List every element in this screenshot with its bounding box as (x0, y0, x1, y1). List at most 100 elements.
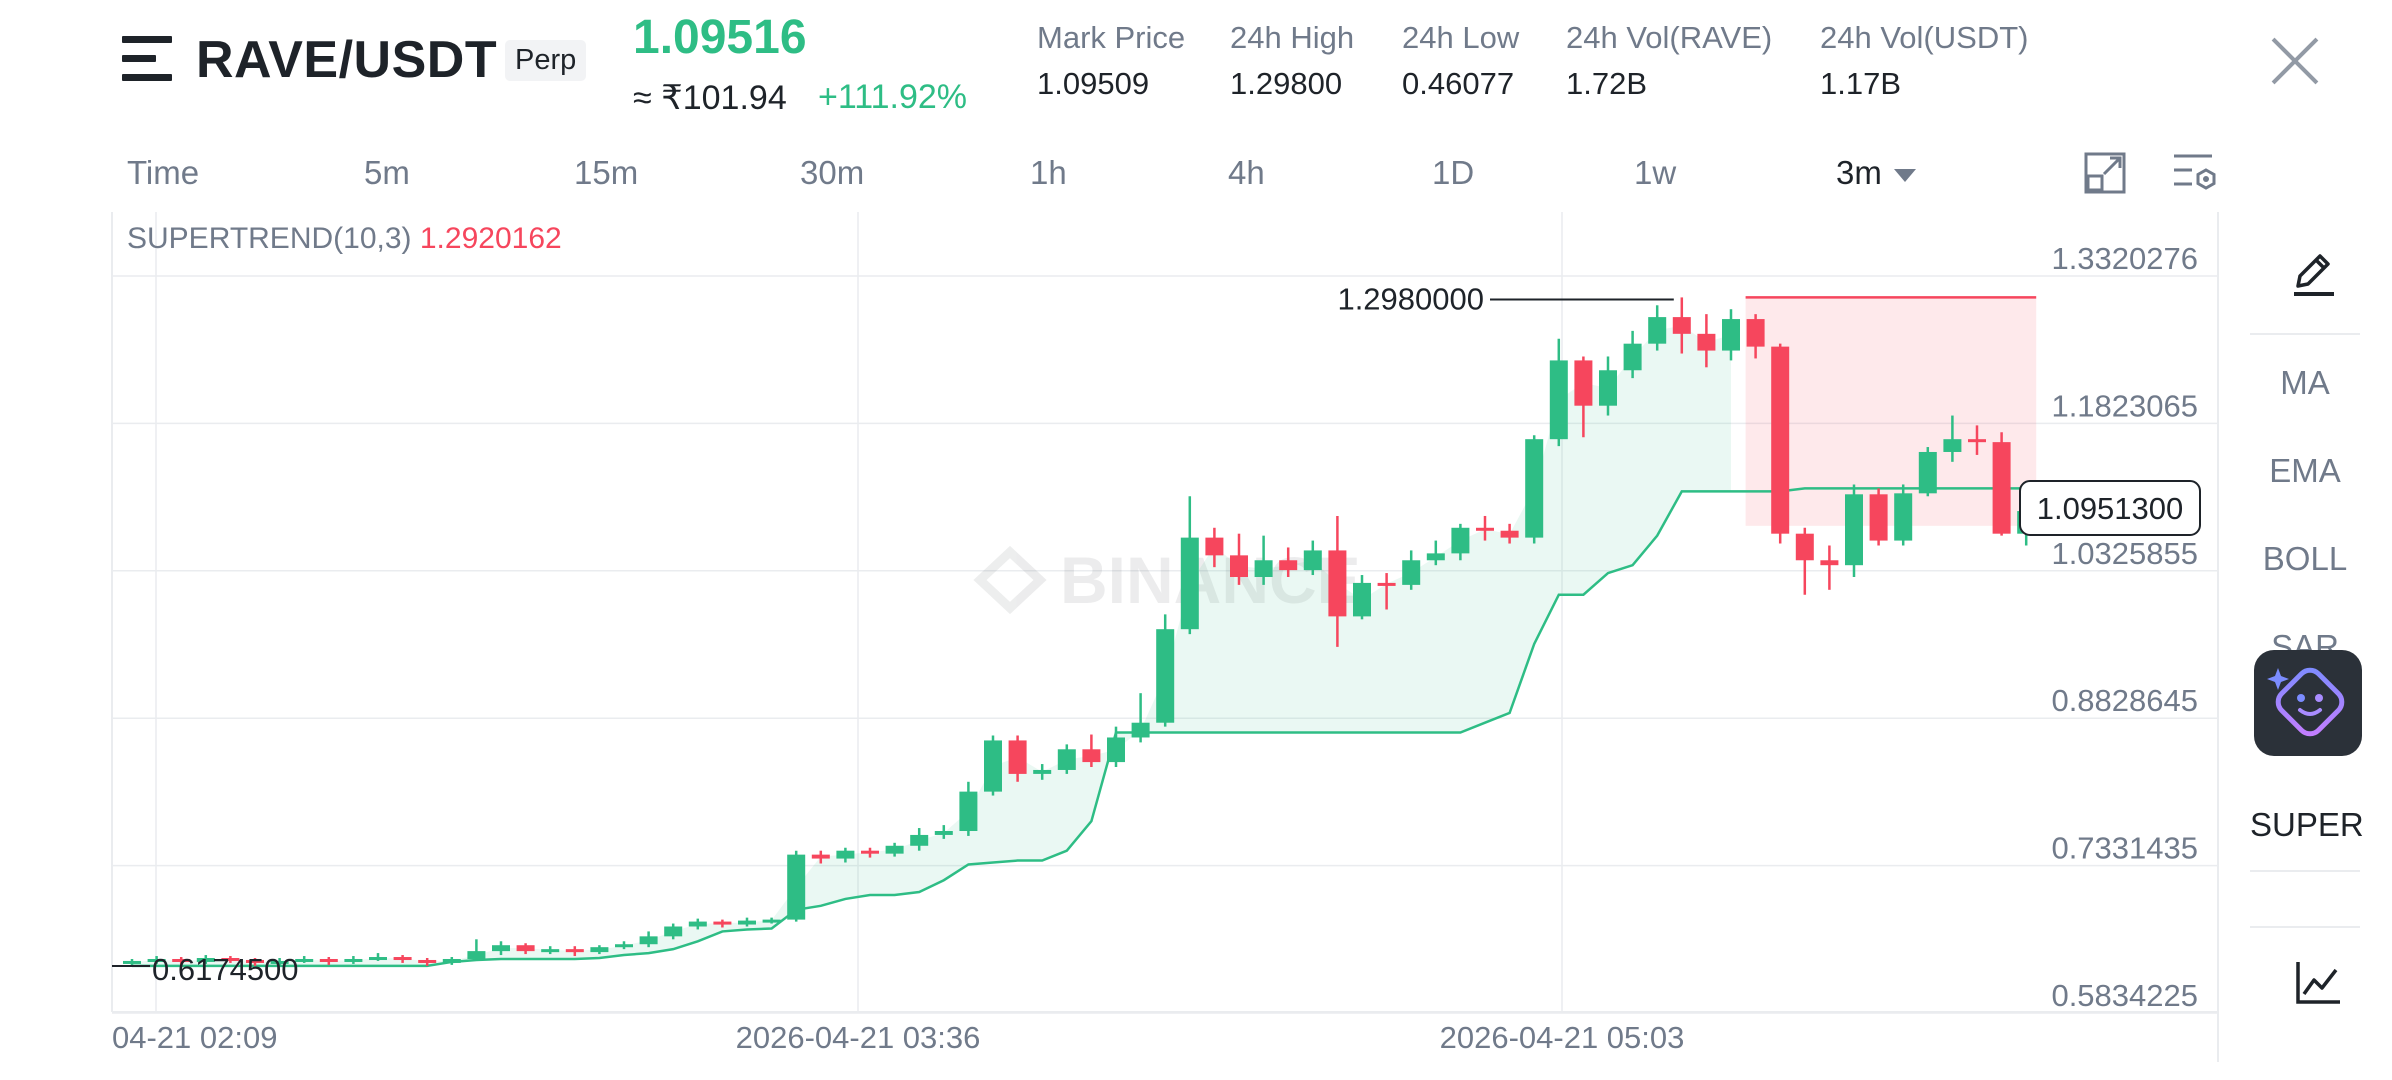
candle (1722, 309, 1740, 361)
current-price-box (2019, 480, 2201, 536)
sidebar-item-super[interactable]: SUPER (2250, 806, 2364, 843)
tab-time[interactable]: Time (127, 154, 200, 191)
candle-body (418, 959, 437, 963)
candle-body (1820, 560, 1839, 566)
candle-body (1894, 493, 1913, 541)
high-marker-label: 1.2980000 (1337, 282, 1484, 317)
tab-5m[interactable]: 5m (364, 154, 410, 191)
candle-body (639, 936, 658, 945)
vol-base-label: 24h Vol(RAVE) (1566, 20, 1773, 55)
candle (1820, 545, 1839, 590)
candle (467, 939, 486, 961)
candle (319, 957, 338, 965)
tab-4h[interactable]: 4h (1228, 154, 1265, 191)
candle (1205, 527, 1224, 568)
candle-body (762, 919, 781, 923)
candle-body (1131, 722, 1150, 738)
candle-body (713, 921, 732, 925)
candle-body (836, 850, 855, 859)
candle-body (811, 854, 830, 859)
candle-body (270, 960, 289, 964)
candle (541, 946, 560, 955)
candle-body (1377, 582, 1396, 586)
candle-body (1968, 439, 1986, 443)
candle (959, 781, 978, 836)
candle (1672, 297, 1691, 354)
tab-30m[interactable]: 30m (800, 154, 865, 191)
tab-1h[interactable]: 1h (1030, 154, 1067, 191)
candle-body (984, 740, 1002, 792)
candle-body (910, 834, 929, 846)
current-price-label: 1.0951300 (2037, 491, 2184, 526)
candle-body (1992, 442, 2011, 534)
candle (1943, 415, 1962, 462)
candle (885, 842, 904, 857)
candle (1845, 484, 1863, 578)
candle-body (246, 959, 264, 963)
sidebar-item-ma[interactable]: MA (2280, 364, 2330, 401)
indicator-settings-icon[interactable] (2170, 150, 2220, 196)
candle (1180, 496, 1199, 635)
candle (1353, 575, 1371, 620)
candle-body (319, 958, 338, 962)
candle-body (1771, 346, 1790, 534)
candle (1746, 314, 1765, 359)
pair-title[interactable]: RAVE/USDT (196, 31, 498, 89)
ai-assistant-button[interactable] (2254, 650, 2362, 756)
menu-icon[interactable] (122, 36, 172, 82)
candle (1279, 547, 1298, 578)
candle-body (492, 945, 510, 952)
candle (590, 945, 609, 955)
candle-body (1279, 560, 1298, 571)
candle-body (442, 958, 461, 963)
tab-1w[interactable]: 1w (1634, 154, 1677, 191)
tab-15m[interactable]: 15m (574, 154, 639, 191)
candle (1131, 693, 1150, 743)
candle (221, 956, 240, 963)
candle (1476, 515, 1494, 541)
candle-body (1845, 494, 1863, 566)
candle (1402, 550, 1421, 590)
candle (516, 943, 535, 955)
candle (1033, 764, 1052, 780)
candle (664, 923, 683, 940)
candle (1648, 305, 1667, 351)
candle (295, 956, 314, 963)
candle-body (196, 958, 215, 962)
candle (1599, 356, 1617, 416)
candle (713, 919, 732, 928)
tab-1d[interactable]: 1D (1432, 154, 1475, 191)
candle (393, 955, 412, 963)
mark-price-label: Mark Price (1037, 20, 1186, 55)
indicator-value: 1.2920162 (419, 222, 562, 255)
candle-body (1500, 530, 1519, 538)
draw-pencil-icon[interactable] (2290, 248, 2338, 298)
sidebar-item-boll[interactable]: BOLL (2262, 540, 2348, 577)
candle (615, 941, 633, 950)
candle (1230, 533, 1248, 585)
low-marker-label: 0.6174500 (152, 952, 299, 987)
candle-body (787, 854, 806, 920)
candle-body (688, 921, 707, 927)
sidebar-divider (2250, 333, 2360, 335)
candle-body (1426, 553, 1445, 561)
candle (1057, 744, 1076, 774)
chart-line-icon[interactable] (2294, 960, 2342, 1006)
candle (1623, 330, 1642, 379)
candle (1771, 343, 1790, 544)
chart-settings-icon[interactable] (2082, 150, 2128, 196)
indicator-name: SUPERTREND(10,3) (127, 222, 412, 255)
candle-body (1205, 537, 1224, 556)
timeframe-dropdown[interactable]: 3m (1836, 154, 1916, 192)
mark-price-value: 1.09509 (1037, 66, 1150, 101)
candle (1894, 484, 1913, 546)
candle-body (1918, 451, 1937, 494)
candle (1869, 488, 1888, 546)
candle (1254, 535, 1273, 585)
candle-body (885, 845, 904, 854)
candle (196, 955, 215, 964)
sidebar-item-ema[interactable]: EMA (2269, 452, 2341, 489)
y-axis-tick-label: 0.7331435 (2051, 831, 2198, 866)
supertrend-fill (132, 325, 1731, 966)
